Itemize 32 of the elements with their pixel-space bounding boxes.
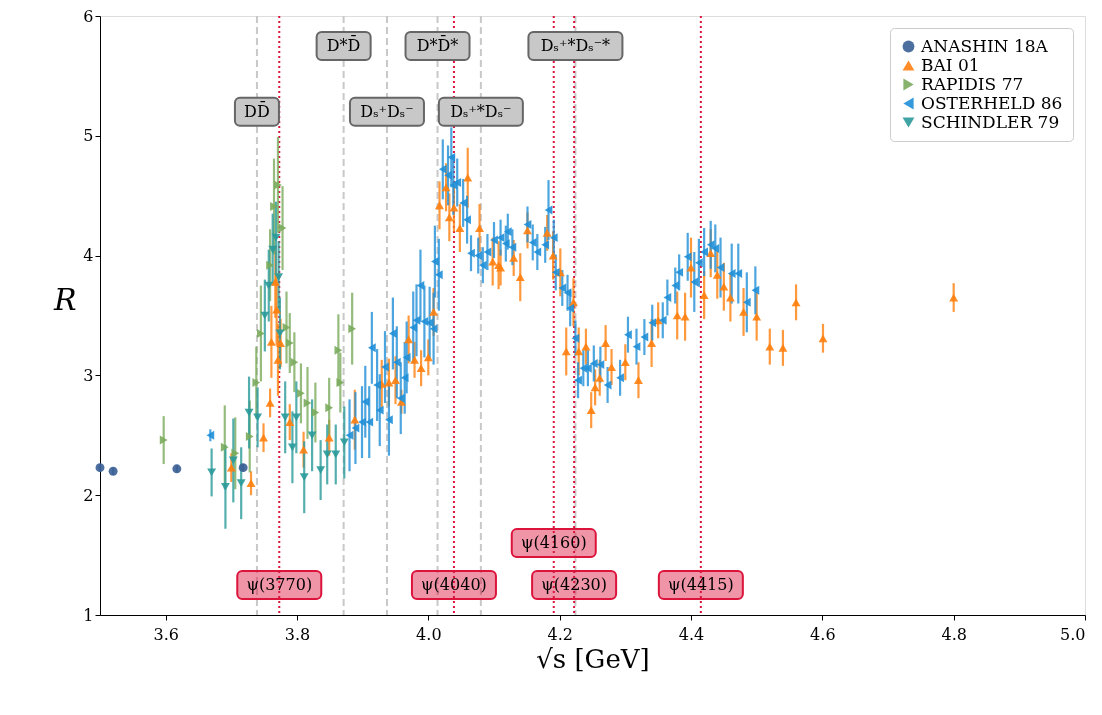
ref-line-label: D*D̄* xyxy=(416,34,459,55)
x-tick-label: 4.0 xyxy=(416,624,442,644)
x-tick-label: 4.6 xyxy=(810,624,836,644)
ref-line-label: DD̄ xyxy=(244,99,270,121)
y-axis-title: R xyxy=(53,282,77,317)
y-tick-label: 1 xyxy=(83,605,94,625)
y-tick-label: 6 xyxy=(83,6,94,26)
ref-line-label: Dₛ⁺*Dₛ⁻ xyxy=(450,101,512,121)
ref-line-label: ψ(4040) xyxy=(421,575,487,595)
ref-line-label: D*D̄ xyxy=(326,34,361,55)
ref-line-label: ψ(4230) xyxy=(541,575,607,595)
legend-label: SCHINDLER 79 xyxy=(921,111,1060,132)
x-axis-title: √s [GeV] xyxy=(536,643,650,674)
ref-line-label: ψ(4415) xyxy=(667,575,734,595)
x-tick-label: 3.8 xyxy=(284,624,311,644)
x-tick-label: 4.8 xyxy=(941,624,967,644)
y-tick-label: 5 xyxy=(83,126,94,146)
legend-label: OSTERHELD 86 xyxy=(921,92,1063,113)
ref-line-label: Dₛ⁺Dₛ⁻ xyxy=(360,101,414,121)
y-tick-label: 4 xyxy=(83,246,94,266)
y-tick-label: 2 xyxy=(83,485,94,505)
x-tick-label: 5.0 xyxy=(1060,624,1086,644)
legend-label: RAPIDIS 77 xyxy=(921,73,1024,94)
x-tick-label: 4.4 xyxy=(678,624,705,644)
y-tick-label: 3 xyxy=(83,365,94,385)
legend-label: BAI 01 xyxy=(921,54,980,75)
x-tick-label: 4.2 xyxy=(547,624,573,644)
ref-line-label: Dₛ⁺*Dₛ⁻* xyxy=(540,35,611,55)
x-tick-label: 3.6 xyxy=(153,624,179,644)
ref-line-label: ψ(4160) xyxy=(520,533,587,553)
ref-line-label: ψ(3770) xyxy=(246,575,313,595)
legend-label: ANASHIN 18A xyxy=(920,35,1049,56)
